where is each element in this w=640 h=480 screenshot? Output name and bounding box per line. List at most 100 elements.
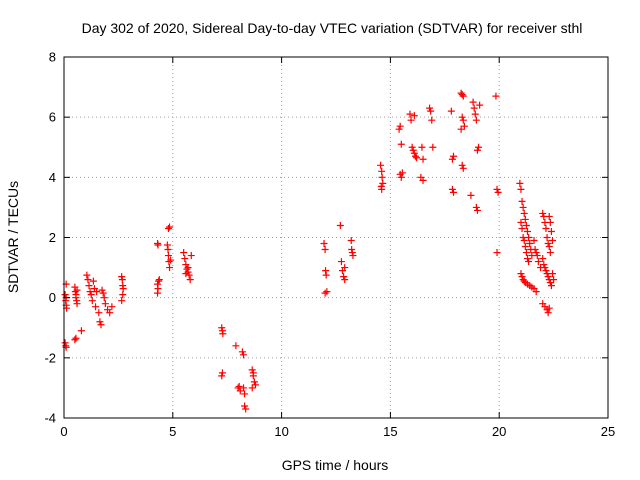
data-point bbox=[341, 264, 349, 272]
data-point bbox=[418, 143, 426, 151]
data-point bbox=[547, 282, 555, 290]
data-point bbox=[493, 185, 501, 193]
data-point bbox=[411, 152, 419, 160]
y-tick-label: -2 bbox=[44, 350, 56, 365]
data-point bbox=[533, 252, 541, 260]
data-point bbox=[458, 113, 466, 121]
x-tick-label: 20 bbox=[492, 424, 506, 439]
y-tick-label: 4 bbox=[49, 170, 56, 185]
data-point bbox=[73, 300, 81, 308]
data-point bbox=[61, 291, 69, 299]
data-point bbox=[469, 98, 477, 106]
data-point bbox=[544, 240, 552, 248]
data-point bbox=[97, 321, 105, 329]
data-point bbox=[341, 276, 349, 284]
y-tick-label: 0 bbox=[49, 290, 56, 305]
data-point bbox=[108, 303, 116, 311]
data-point bbox=[77, 327, 85, 335]
data-point bbox=[242, 405, 250, 413]
data-point bbox=[522, 221, 530, 229]
data-point bbox=[429, 143, 437, 151]
data-point bbox=[379, 179, 387, 187]
data-point bbox=[337, 258, 345, 266]
data-point bbox=[164, 252, 172, 260]
data-point bbox=[520, 277, 528, 285]
data-point bbox=[450, 188, 458, 196]
data-point bbox=[395, 125, 403, 133]
data-point bbox=[546, 279, 554, 287]
y-tick-label: 8 bbox=[49, 50, 56, 65]
y-tick-label: 6 bbox=[49, 110, 56, 125]
data-point bbox=[106, 309, 114, 317]
data-point bbox=[470, 104, 478, 112]
data-point bbox=[547, 227, 555, 235]
data-point bbox=[428, 116, 436, 124]
data-point bbox=[166, 223, 174, 231]
data-point bbox=[118, 276, 126, 284]
data-point bbox=[249, 369, 257, 377]
data-point bbox=[472, 116, 480, 124]
data-point bbox=[73, 286, 81, 294]
data-point bbox=[72, 294, 80, 302]
data-point bbox=[525, 258, 533, 266]
data-point bbox=[516, 179, 524, 187]
data-point bbox=[98, 286, 106, 294]
data-point bbox=[347, 237, 355, 245]
data-point bbox=[240, 351, 248, 359]
data-point bbox=[518, 197, 526, 205]
data-point bbox=[476, 101, 484, 109]
x-axis-label: GPS time / hours bbox=[282, 457, 389, 473]
data-point bbox=[87, 291, 95, 299]
data-point bbox=[240, 384, 248, 392]
data-point bbox=[520, 209, 528, 217]
data-point bbox=[185, 271, 193, 279]
data-point bbox=[518, 273, 526, 281]
data-point bbox=[183, 265, 191, 273]
data-point bbox=[322, 271, 330, 279]
data-point bbox=[409, 146, 417, 154]
data-point bbox=[410, 112, 418, 120]
data-point bbox=[426, 104, 434, 112]
data-point bbox=[549, 270, 557, 278]
data-point bbox=[232, 342, 240, 350]
data-points bbox=[61, 89, 558, 413]
data-point bbox=[96, 318, 104, 326]
data-point bbox=[526, 240, 534, 248]
data-point bbox=[348, 246, 356, 254]
data-point bbox=[186, 276, 194, 284]
data-point bbox=[523, 255, 531, 263]
data-point bbox=[541, 264, 549, 272]
data-point bbox=[447, 107, 455, 115]
data-point bbox=[99, 289, 107, 297]
data-point bbox=[248, 366, 256, 374]
data-point bbox=[459, 116, 467, 124]
data-point bbox=[248, 384, 256, 392]
data-point bbox=[83, 271, 91, 279]
data-point bbox=[378, 167, 386, 175]
data-point bbox=[493, 249, 501, 257]
data-point bbox=[458, 161, 466, 169]
data-point bbox=[250, 378, 258, 386]
data-point bbox=[340, 273, 348, 281]
data-point bbox=[531, 246, 539, 254]
data-point bbox=[546, 249, 554, 257]
chart-title: Day 302 of 2020, Sidereal Day-to-day VTE… bbox=[82, 20, 583, 36]
data-point bbox=[155, 277, 163, 285]
y-tick-label: -4 bbox=[44, 411, 56, 426]
data-point bbox=[238, 348, 246, 356]
data-point bbox=[460, 122, 468, 130]
data-point bbox=[492, 92, 500, 100]
data-point bbox=[377, 182, 385, 190]
data-point bbox=[543, 234, 551, 241]
data-point bbox=[518, 224, 526, 232]
data-point bbox=[85, 282, 93, 290]
data-point bbox=[473, 146, 481, 154]
data-point bbox=[539, 209, 547, 217]
data-point bbox=[545, 212, 553, 220]
data-point bbox=[427, 107, 435, 115]
data-point bbox=[542, 267, 550, 275]
data-point bbox=[251, 381, 259, 389]
x-tick-label: 25 bbox=[601, 424, 615, 439]
data-point bbox=[321, 246, 329, 254]
